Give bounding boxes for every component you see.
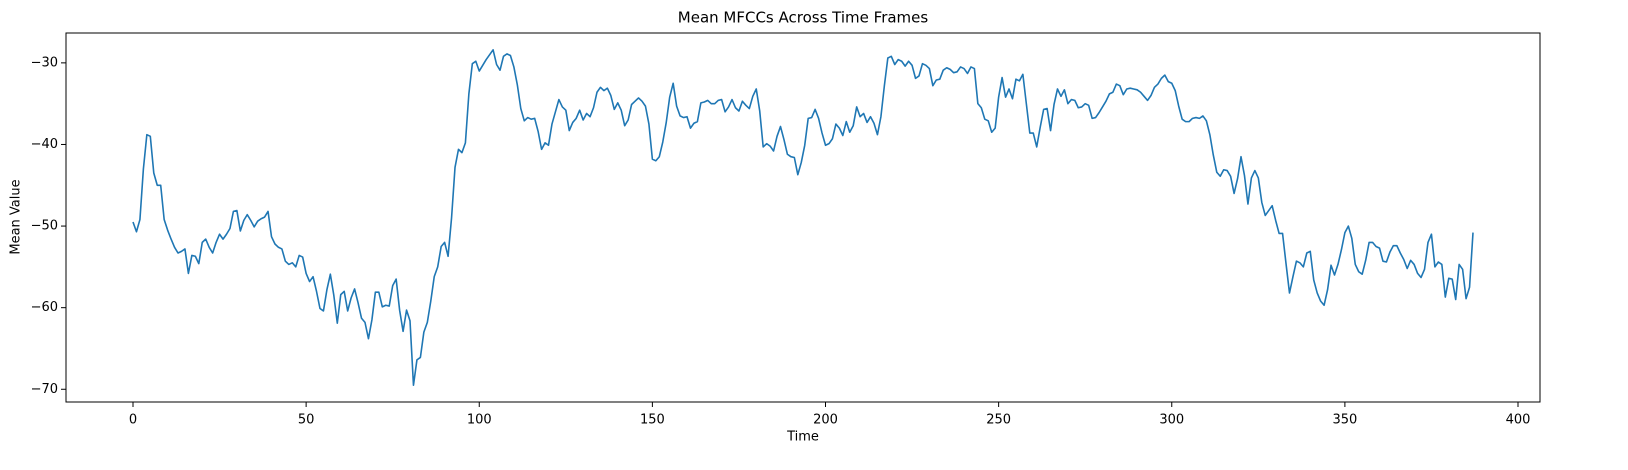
x-tick-label: 0 — [129, 413, 137, 428]
y-tick-label: −40 — [31, 137, 58, 152]
x-tick-label: 400 — [1506, 413, 1531, 428]
data-line — [132, 49, 1474, 386]
y-axis-label: Mean Value — [9, 179, 24, 254]
x-tick-label: 200 — [813, 413, 838, 428]
chart-title: Mean MFCCs Across Time Frames — [678, 9, 929, 27]
x-tick-label: 100 — [467, 413, 492, 428]
y-tick-label: −50 — [31, 219, 58, 234]
y-tick-label: −70 — [31, 382, 58, 397]
x-tick-label: 300 — [1159, 413, 1184, 428]
y-tick-label: −30 — [31, 55, 58, 70]
x-tick-label: 150 — [640, 413, 665, 428]
y-tick-label: −60 — [31, 300, 58, 315]
x-tick-label: 250 — [986, 413, 1011, 428]
x-tick-label: 350 — [1332, 413, 1357, 428]
plot-frame — [65, 32, 1541, 403]
x-tick-label: 50 — [298, 413, 315, 428]
x-axis-label: Time — [786, 430, 819, 445]
